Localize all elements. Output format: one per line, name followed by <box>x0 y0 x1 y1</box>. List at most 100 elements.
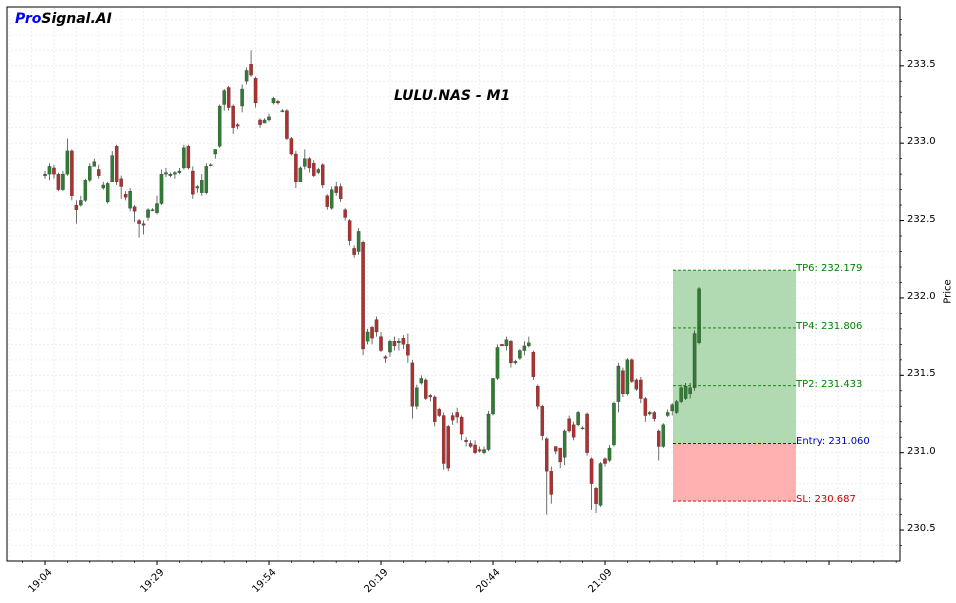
candle <box>70 149 74 201</box>
candle-body-down <box>321 164 325 186</box>
candle-body-down <box>312 163 316 176</box>
candle <box>509 339 513 368</box>
candle-body-up <box>316 169 321 173</box>
candle <box>65 138 70 176</box>
candle-body-down <box>253 78 258 104</box>
candle <box>280 109 285 113</box>
candle <box>253 76 258 108</box>
candle-body-up <box>415 387 419 407</box>
candle <box>419 375 424 385</box>
candle <box>580 426 585 430</box>
candle-body-up <box>576 412 580 425</box>
candle-body-up <box>365 331 370 342</box>
candle-body-down <box>307 158 312 169</box>
candle-body-up <box>580 427 585 430</box>
candle-body-down <box>406 344 410 356</box>
candle <box>347 219 352 246</box>
candle <box>388 339 392 357</box>
candle <box>101 181 105 190</box>
candle-body-up <box>688 387 692 395</box>
candle-body-down <box>186 146 191 169</box>
candle <box>603 457 607 467</box>
candle-body-up <box>43 173 47 176</box>
candle-body-up <box>683 385 688 399</box>
candle-body-up <box>397 341 401 343</box>
candle <box>312 160 316 178</box>
candle-body-up <box>200 180 204 193</box>
candle <box>401 335 406 349</box>
candle <box>114 144 119 185</box>
candle-body-up <box>670 404 674 412</box>
level-label-tp6: TP6: 232.179 <box>796 263 863 275</box>
candle-body-down <box>589 458 594 484</box>
candle-body-down <box>585 413 589 453</box>
candle <box>267 113 271 122</box>
candle <box>361 240 365 356</box>
candle <box>536 384 540 410</box>
candle <box>186 144 191 170</box>
candle-body-up <box>495 347 500 379</box>
y-tick-label: 231.0 <box>907 445 936 457</box>
candle <box>589 457 594 510</box>
plot-frame <box>6 6 901 562</box>
candle-body-up <box>329 189 334 209</box>
candle-body-down <box>191 170 195 195</box>
candle <box>657 429 661 461</box>
candle-body-up <box>164 172 168 175</box>
candle <box>298 166 303 183</box>
candle-body-down <box>338 186 343 200</box>
take-profit-zone <box>673 270 796 444</box>
candle <box>191 166 195 199</box>
candle <box>410 359 415 419</box>
candle-body-up <box>195 186 200 189</box>
candle-body-down <box>97 169 101 176</box>
level-label-sl: SL: 230.687 <box>796 494 856 506</box>
candle <box>79 195 83 207</box>
candle-body-up <box>607 447 612 461</box>
candle <box>446 424 450 472</box>
candle <box>365 328 370 345</box>
candle-body-down <box>446 426 450 469</box>
candle-body-down <box>468 443 473 447</box>
candle-body-up <box>267 116 271 121</box>
candle <box>329 186 334 210</box>
candle <box>47 163 52 181</box>
candle <box>625 358 630 396</box>
candle-body-up <box>271 98 276 104</box>
candle-body-down <box>455 412 459 418</box>
candle <box>567 415 571 433</box>
candle-body-down <box>70 150 74 196</box>
candle <box>285 109 289 141</box>
candle-body-down <box>392 341 397 347</box>
candle <box>616 362 621 413</box>
candles <box>43 50 701 515</box>
candle <box>307 157 312 173</box>
candle <box>173 171 177 179</box>
candle <box>325 194 329 210</box>
candle-body-up <box>692 333 697 388</box>
candle-body-down <box>289 138 294 155</box>
candle <box>679 384 683 404</box>
candle <box>244 67 249 85</box>
level-label-tp2: TP2: 231.433 <box>796 378 863 390</box>
candle-body-up <box>209 164 213 166</box>
candle-body-down <box>56 173 61 190</box>
y-tick-label: 232.5 <box>907 213 936 225</box>
candle <box>83 178 88 202</box>
y-tick-label: 230.5 <box>907 523 936 535</box>
candle <box>500 344 504 347</box>
candle-body-up <box>168 173 173 176</box>
candle <box>486 410 491 452</box>
candle <box>495 344 500 380</box>
candle-body-down <box>643 398 648 416</box>
candle <box>303 149 307 170</box>
candle <box>56 172 61 192</box>
candle <box>531 350 536 380</box>
candle-body-down <box>226 87 231 108</box>
candle-body-down <box>249 64 253 76</box>
candle <box>294 150 298 189</box>
candle <box>240 84 244 113</box>
candle-body-down <box>630 359 634 382</box>
candle <box>168 172 173 178</box>
